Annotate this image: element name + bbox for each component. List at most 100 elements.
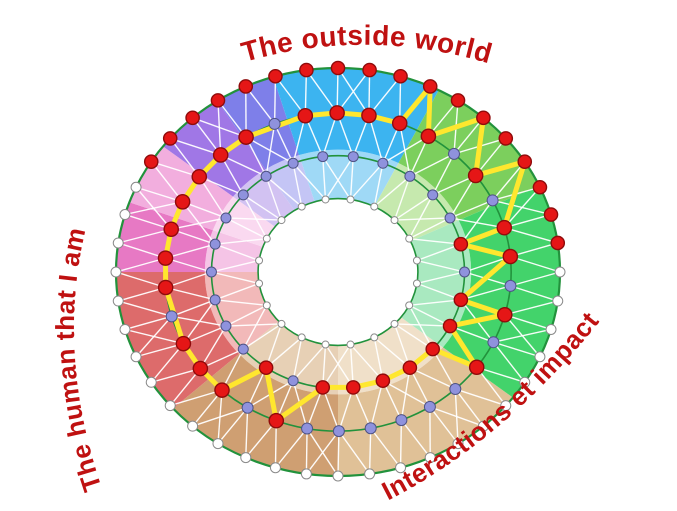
node-white[interactable] [277,319,286,328]
node-purple[interactable] [260,170,272,182]
node-purple[interactable] [237,343,249,355]
node-red[interactable] [345,380,361,395]
node-purple[interactable] [395,414,408,427]
node-white[interactable] [500,400,512,412]
node-red[interactable] [467,167,484,184]
node-white[interactable] [300,468,312,480]
node-purple[interactable] [487,336,500,349]
node-red[interactable] [315,380,331,395]
node-white[interactable] [321,340,330,349]
node-white[interactable] [412,279,421,288]
node-white[interactable] [112,237,124,249]
node-white[interactable] [212,438,224,450]
node-red[interactable] [174,194,191,210]
node-white[interactable] [262,234,271,243]
node-white[interactable] [364,468,376,480]
node-purple[interactable] [444,212,456,224]
node-purple[interactable] [287,375,299,387]
node-red[interactable] [210,93,226,108]
node-white[interactable] [395,462,407,474]
node-red[interactable] [476,110,491,126]
node-white[interactable] [424,452,436,464]
node-purple[interactable] [241,401,254,414]
node-white[interactable] [297,333,306,342]
node-white[interactable] [534,351,546,363]
node-red[interactable] [361,107,377,124]
node-white[interactable] [545,323,557,335]
node-red[interactable] [157,279,174,296]
node-red[interactable] [185,110,200,126]
node-red[interactable] [238,129,254,145]
node-purple[interactable] [364,422,377,435]
node-purple[interactable] [347,151,359,163]
node-purple[interactable] [427,189,439,201]
node-red[interactable] [162,131,178,146]
node-white[interactable] [110,266,122,278]
node-white[interactable] [262,301,271,310]
node-red[interactable] [214,382,230,398]
node-white[interactable] [412,256,421,265]
node-red[interactable] [496,306,513,323]
node-white[interactable] [255,279,264,288]
node-red[interactable] [442,318,458,334]
node-red[interactable] [212,147,229,163]
node-white[interactable] [390,319,399,328]
node-purple[interactable] [423,400,436,413]
node-red[interactable] [393,68,408,84]
node-white[interactable] [130,351,142,363]
node-purple[interactable] [237,189,249,201]
node-red[interactable] [402,360,418,375]
node-white[interactable] [552,295,564,307]
node-red[interactable] [238,79,254,94]
node-white[interactable] [119,209,131,221]
node-purple[interactable] [209,238,221,250]
node-red[interactable] [375,373,391,389]
node-red[interactable] [550,235,566,251]
node-purple[interactable] [459,266,471,278]
node-purple[interactable] [449,383,462,396]
node-purple[interactable] [377,157,389,169]
node-red[interactable] [362,62,377,78]
node-red[interactable] [157,250,174,266]
node-white[interactable] [130,181,142,193]
node-purple[interactable] [268,117,281,130]
node-red[interactable] [268,68,283,84]
node-purple[interactable] [317,151,329,163]
node-white[interactable] [519,376,531,388]
node-red[interactable] [425,341,441,357]
node-red[interactable] [143,154,159,170]
node-red[interactable] [258,360,274,375]
node-white[interactable] [390,216,399,225]
node-white[interactable] [370,333,379,342]
node-red[interactable] [502,248,519,265]
node-red[interactable] [329,105,345,121]
node-purple[interactable] [332,425,345,438]
node-white[interactable] [332,470,344,482]
node-purple[interactable] [287,157,299,169]
node-purple[interactable] [220,212,232,224]
node-white[interactable] [370,202,379,211]
node-white[interactable] [112,295,124,307]
node-white[interactable] [145,376,157,388]
node-red[interactable] [453,292,469,308]
node-white[interactable] [297,202,306,211]
node-white[interactable] [477,420,489,432]
node-purple[interactable] [486,194,499,207]
node-purple[interactable] [165,310,178,323]
node-white[interactable] [346,340,355,349]
node-red[interactable] [543,207,559,222]
node-white[interactable] [452,438,464,450]
node-red[interactable] [420,128,437,145]
node-red[interactable] [450,93,466,108]
node-red[interactable] [496,219,513,236]
node-purple[interactable] [209,294,221,306]
node-white[interactable] [405,234,414,243]
node-white[interactable] [346,195,355,204]
node-purple[interactable] [504,279,517,292]
node-white[interactable] [240,452,252,464]
node-purple[interactable] [205,266,217,278]
node-white[interactable] [187,420,199,432]
node-red[interactable] [498,131,514,146]
node-white[interactable] [277,216,286,225]
node-red[interactable] [391,115,408,132]
